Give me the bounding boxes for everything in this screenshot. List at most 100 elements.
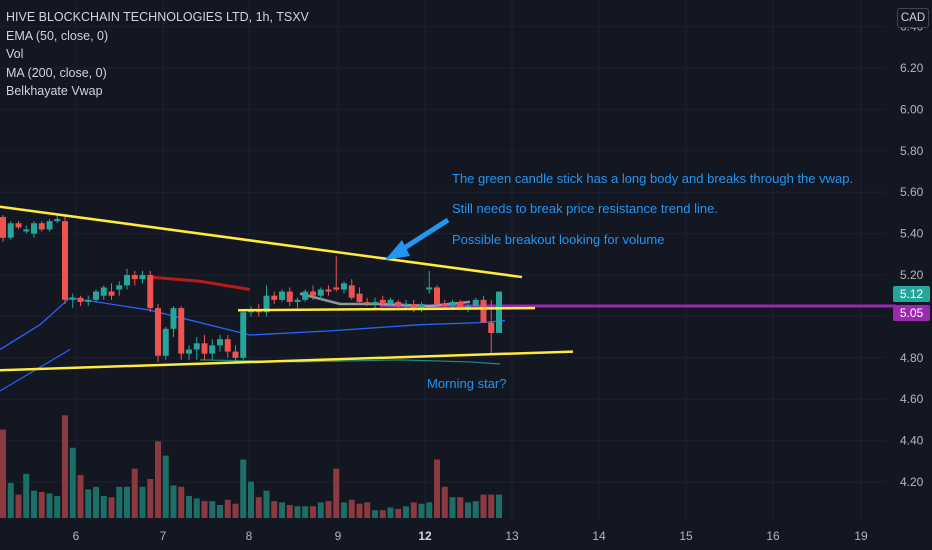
candle-body bbox=[426, 287, 433, 290]
volume-bar bbox=[395, 508, 402, 518]
candle-body bbox=[240, 312, 247, 358]
volume-bar bbox=[279, 502, 285, 518]
candle-body bbox=[449, 301, 456, 307]
candle-body bbox=[69, 297, 76, 300]
candle-body bbox=[139, 275, 146, 280]
candle-body bbox=[472, 299, 479, 307]
x-tick-label: 13 bbox=[505, 529, 519, 543]
y-tick-label: 5.80 bbox=[900, 144, 924, 158]
candle-body bbox=[395, 301, 402, 307]
currency-label[interactable]: CAD bbox=[897, 8, 929, 28]
volume-bar bbox=[286, 505, 293, 518]
volume-bar bbox=[310, 506, 316, 518]
volume-bar bbox=[302, 506, 309, 518]
chart-legend: HIVE BLOCKCHAIN TECHNOLOGIES LTD, 1h, TS… bbox=[6, 8, 309, 101]
candle-body bbox=[372, 301, 378, 304]
candle-body bbox=[124, 275, 130, 286]
x-tick-label: 6 bbox=[73, 529, 80, 543]
y-tick-label: 6.00 bbox=[900, 102, 924, 116]
candle-body bbox=[209, 345, 216, 354]
candle-body bbox=[341, 283, 347, 290]
indicator-vol[interactable]: Vol bbox=[6, 47, 24, 61]
volume-bar bbox=[341, 502, 347, 518]
volume-bar bbox=[263, 490, 270, 518]
volume-bar bbox=[46, 493, 53, 518]
volume-bar bbox=[472, 501, 479, 518]
y-tick-label: 6.20 bbox=[900, 61, 924, 75]
candle-body bbox=[201, 343, 208, 354]
candle-body bbox=[317, 289, 324, 296]
candle-body bbox=[0, 217, 6, 238]
annotation-line-2: Still needs to break price resistance tr… bbox=[452, 201, 718, 216]
candle-body bbox=[77, 297, 84, 302]
vwap-band-red bbox=[149, 275, 251, 291]
y-tick-label: 4.60 bbox=[900, 392, 924, 406]
volume-bar bbox=[139, 486, 146, 518]
y-tick-label: 5.20 bbox=[900, 268, 924, 282]
x-tick-label: 16 bbox=[766, 529, 780, 543]
indicator-vwap[interactable]: Belkhayate Vwap bbox=[6, 84, 103, 98]
y-tick-label: 5.40 bbox=[900, 227, 924, 241]
candle-body bbox=[85, 299, 92, 302]
y-tick-label: 4.80 bbox=[900, 351, 924, 365]
candle-body bbox=[108, 291, 115, 296]
candle-body bbox=[54, 219, 61, 222]
volume-bar bbox=[372, 510, 378, 518]
candle-body bbox=[100, 287, 107, 296]
annotation-arrow-head bbox=[385, 240, 410, 260]
volume-bar bbox=[379, 510, 386, 518]
volume-bar bbox=[496, 494, 502, 518]
volume-bar bbox=[116, 486, 123, 518]
volume-bar bbox=[356, 503, 363, 518]
candle-body bbox=[488, 322, 495, 333]
last-price-badge: 5.12 bbox=[893, 286, 930, 302]
candle-body bbox=[480, 299, 487, 323]
candle-body bbox=[294, 299, 301, 302]
candle-body bbox=[356, 293, 363, 302]
candle-body bbox=[170, 308, 177, 329]
volume-bar bbox=[465, 502, 471, 518]
volume-bar bbox=[193, 498, 200, 518]
candle-body bbox=[403, 303, 409, 305]
candle-body bbox=[325, 289, 332, 292]
candle-body bbox=[186, 349, 192, 354]
candle-body bbox=[23, 229, 30, 232]
volume-bar bbox=[449, 497, 456, 518]
trendline-support-low bbox=[0, 350, 574, 372]
annotation-morning-star: Morning star? bbox=[427, 376, 507, 391]
volume-bar bbox=[38, 492, 45, 518]
trendline-resistance bbox=[0, 205, 523, 279]
candle-body bbox=[263, 295, 270, 313]
candle-body bbox=[348, 285, 355, 298]
volume-bar bbox=[248, 481, 254, 518]
candle-body bbox=[232, 351, 239, 358]
volume-bar bbox=[7, 482, 14, 518]
volume-bar bbox=[426, 502, 433, 518]
indicator-ema[interactable]: EMA (50, close, 0) bbox=[6, 28, 109, 43]
volume-bar bbox=[31, 490, 37, 518]
volume-bar bbox=[93, 486, 99, 518]
volume-bar bbox=[217, 505, 223, 518]
volume-bar bbox=[54, 495, 61, 518]
volume-bar bbox=[62, 415, 68, 518]
volume-bar bbox=[488, 494, 495, 518]
candle-body bbox=[15, 223, 22, 228]
x-tick-label: 15 bbox=[679, 529, 693, 543]
volume-bar bbox=[403, 506, 409, 518]
x-tick-label: 8 bbox=[246, 529, 253, 543]
candle-body bbox=[193, 343, 200, 350]
candle-body bbox=[279, 291, 285, 300]
trendline-support-mid bbox=[237, 306, 536, 312]
volume-bar bbox=[294, 506, 301, 518]
volume-bar bbox=[108, 497, 115, 518]
candle-body bbox=[46, 221, 53, 230]
volume-bar bbox=[333, 468, 340, 518]
volume-bar bbox=[480, 494, 487, 518]
candle-body bbox=[147, 275, 154, 309]
symbol-title[interactable]: HIVE BLOCKCHAIN TECHNOLOGIES LTD, 1h, TS… bbox=[6, 10, 309, 24]
volume-bar bbox=[170, 485, 177, 518]
volume-bar bbox=[162, 455, 169, 518]
indicator-ma[interactable]: MA (200, close, 0) bbox=[6, 65, 107, 80]
volume-bar bbox=[387, 507, 394, 518]
